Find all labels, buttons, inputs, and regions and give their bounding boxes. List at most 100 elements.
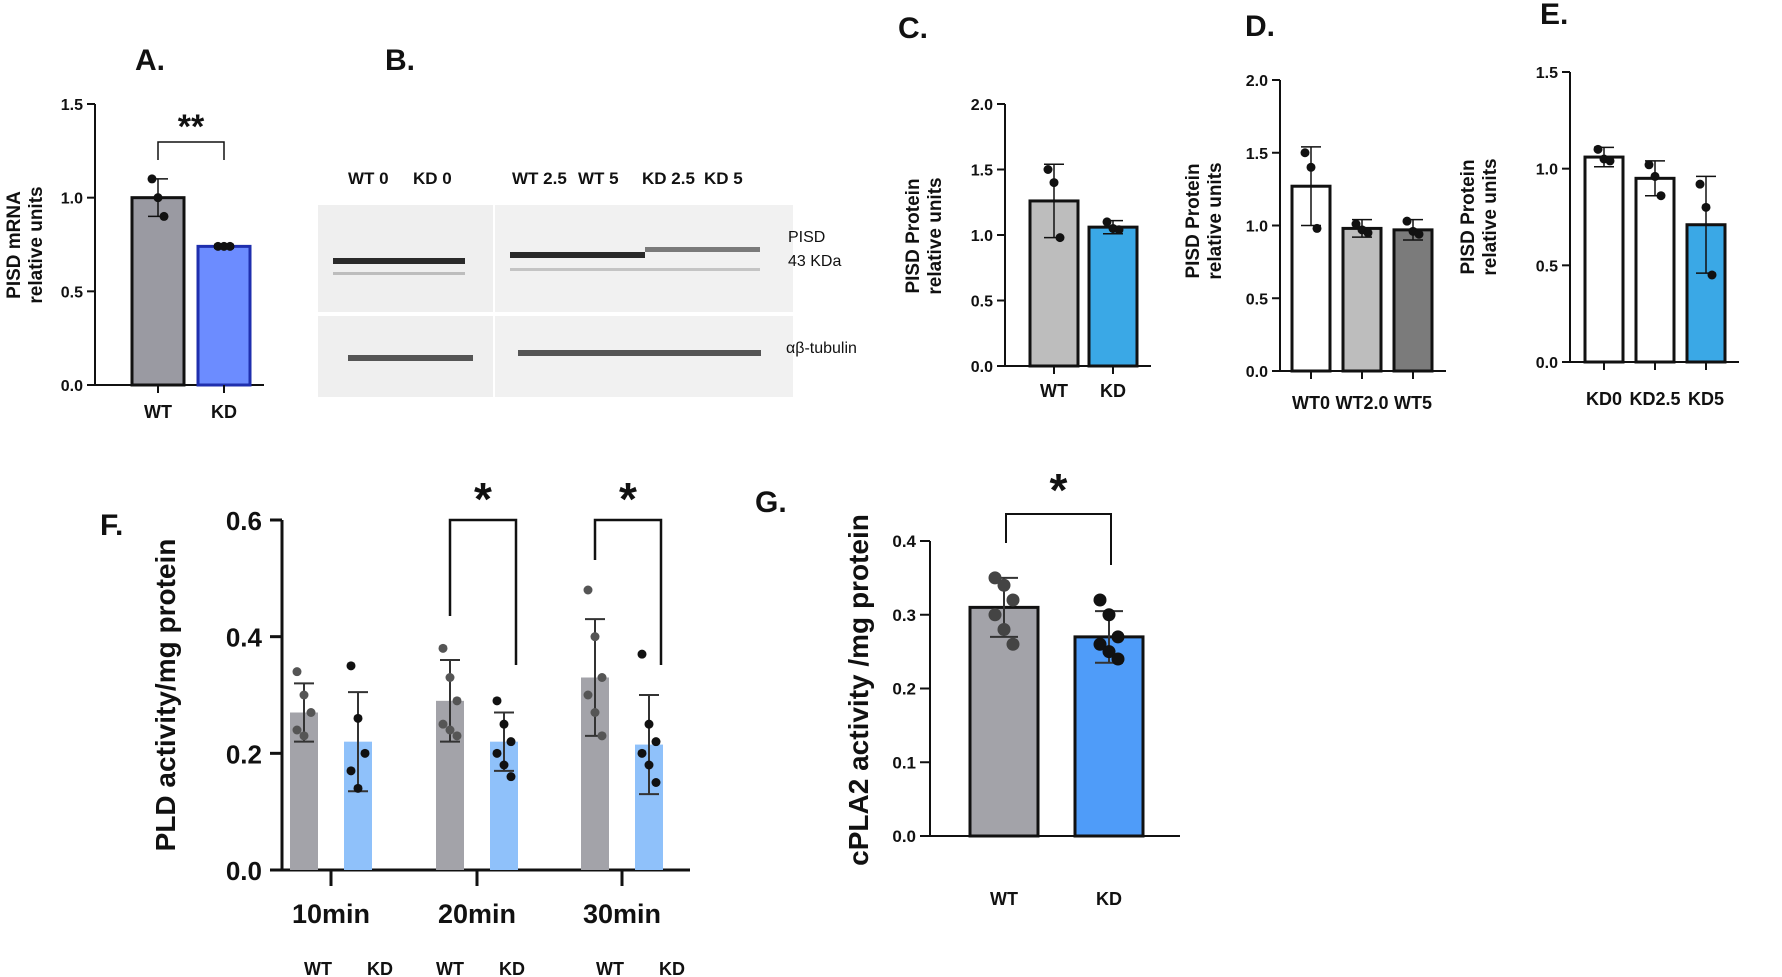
y-axis-title: PISD Proteinrelative units	[1183, 162, 1226, 279]
y-axis-title-line: PISD Protein	[1183, 163, 1204, 278]
y-axis-title: PISD Proteinrelative units	[1458, 158, 1501, 275]
y-tick-label: 0.1	[892, 753, 916, 772]
y-tick-label: 0.0	[1536, 355, 1558, 372]
data-point	[292, 667, 302, 677]
y-axis-title-line: relative units	[26, 186, 47, 303]
data-point	[644, 719, 654, 729]
data-point	[651, 737, 661, 747]
lane-label: KD 0	[413, 169, 452, 188]
significance-label: *	[474, 473, 492, 525]
data-point	[499, 719, 509, 729]
data-point	[1111, 630, 1125, 644]
data-point	[306, 708, 316, 717]
panel-a: A. 1.5 1.0 0.5 0.0 PISD mRNArelative units WT K…	[4, 44, 264, 422]
panel-b-blot: B. WT 0 KD 0 WT 2.5 WT 5 KD 2.5 KD 5 PIS…	[318, 44, 857, 397]
data-point	[1650, 171, 1660, 181]
group-member-label: WT	[436, 959, 464, 977]
y-tick-label: 0.6	[226, 506, 262, 536]
data-point	[1605, 156, 1615, 166]
significance-label: **	[178, 108, 205, 146]
group-member-label: KD	[659, 959, 685, 977]
band-label-kda: 43 KDa	[788, 253, 841, 270]
y-tick-label: 1.0	[1246, 219, 1268, 236]
lane-label: WT 2.5	[512, 169, 567, 188]
data-point	[353, 783, 363, 793]
panel-c: C. 2.0 1.5 1.0 0.5 0.0 PISD Proteinrelative un…	[898, 12, 1151, 401]
x-tick-label: KD0	[1586, 389, 1622, 409]
blot-band-pisd-left	[333, 258, 465, 264]
significance-bracket	[1005, 513, 1112, 565]
y-tick-label: 0.0	[61, 378, 83, 395]
y-axis-title-line: PISD Protein	[1458, 159, 1479, 274]
data-point	[637, 748, 647, 758]
blot-band-pisd-right-wt	[510, 252, 645, 258]
y-tick-label: 1.0	[971, 228, 993, 245]
data-point	[445, 673, 455, 682]
data-point	[1644, 160, 1654, 170]
data-point	[153, 193, 163, 203]
data-point	[360, 748, 370, 758]
y-tick-label: 2.0	[971, 97, 993, 114]
data-point	[1300, 148, 1310, 158]
y-tick-label: 0.0	[1246, 364, 1268, 381]
panel-letter-e: E.	[1540, 0, 1568, 31]
group-member-label: KD	[499, 959, 525, 977]
data-point	[1707, 270, 1717, 280]
data-point	[651, 778, 661, 787]
lane-label: WT 0	[348, 169, 389, 188]
significance-bracket	[448, 518, 518, 665]
y-axis-title-line: relative units	[1205, 162, 1226, 279]
y-tick-label: 0.2	[226, 739, 262, 769]
x-tick-label: WT	[144, 402, 172, 422]
panel-letter-a: A.	[135, 44, 165, 77]
x-tick-label: WT	[990, 889, 1018, 909]
data-point	[597, 731, 607, 741]
data-point	[346, 766, 356, 776]
data-point	[1402, 216, 1412, 226]
data-point	[1363, 228, 1373, 238]
x-tick-label: 20min	[438, 899, 516, 929]
lane-label: KD 2.5	[642, 169, 695, 188]
data-point	[452, 731, 462, 741]
significance-bracket	[157, 141, 225, 160]
data-point	[637, 649, 647, 659]
data-point	[438, 643, 448, 653]
x-tick-label: 10min	[292, 899, 370, 929]
data-point	[159, 211, 169, 221]
panel-d: D. 2.0 1.5 1.0 0.5 0.0 PISD Proteinrelative un…	[1183, 10, 1446, 413]
data-point	[1055, 233, 1065, 243]
blot-band-pisd-right-kd	[645, 247, 760, 252]
group-member-label: WT	[304, 959, 332, 977]
group-member-label: WT	[596, 959, 624, 977]
x-tick-label: 30min	[583, 899, 661, 929]
bar-wt2.0	[1341, 226, 1383, 373]
y-tick-label: 1.5	[1246, 146, 1268, 163]
data-point	[1701, 202, 1711, 212]
y-tick-label: 0.3	[892, 606, 916, 625]
panel-letter-d: D.	[1245, 10, 1275, 43]
y-axis-title: PISD Proteinrelative units	[903, 177, 946, 294]
blot-band-tubulin-left	[348, 355, 473, 361]
bar-kd	[196, 244, 252, 387]
data-point	[988, 608, 1002, 622]
data-point	[499, 760, 509, 770]
panel-letter-b: B.	[385, 44, 415, 77]
x-tick-label: KD	[211, 402, 237, 422]
y-axis-title: PISD mRNArelative units	[4, 186, 47, 303]
data-point	[445, 725, 455, 735]
y-tick-label: 1.0	[61, 191, 83, 208]
bar-kd	[1073, 635, 1145, 838]
data-point	[452, 696, 462, 706]
bar-kd0	[1583, 155, 1625, 364]
data-point	[1102, 217, 1112, 227]
data-point	[1114, 225, 1124, 235]
panel-e: E. 1.5 1.0 0.5 0.0 PISD Proteinrelative units…	[1458, 0, 1739, 409]
panel-f: F. 0.6 0.4 0.2 0.0 PLD activity/mg protein 10m…	[100, 473, 690, 977]
blot-band-pisd-left-faint	[333, 272, 465, 275]
y-axis-title: cPLA2 activity /mg protein	[843, 514, 874, 866]
significance-label: *	[619, 473, 637, 525]
y-tick-label: 1.5	[61, 97, 83, 114]
group-member-label: KD	[367, 959, 393, 977]
data-point	[1006, 637, 1020, 651]
data-point	[1306, 162, 1316, 172]
